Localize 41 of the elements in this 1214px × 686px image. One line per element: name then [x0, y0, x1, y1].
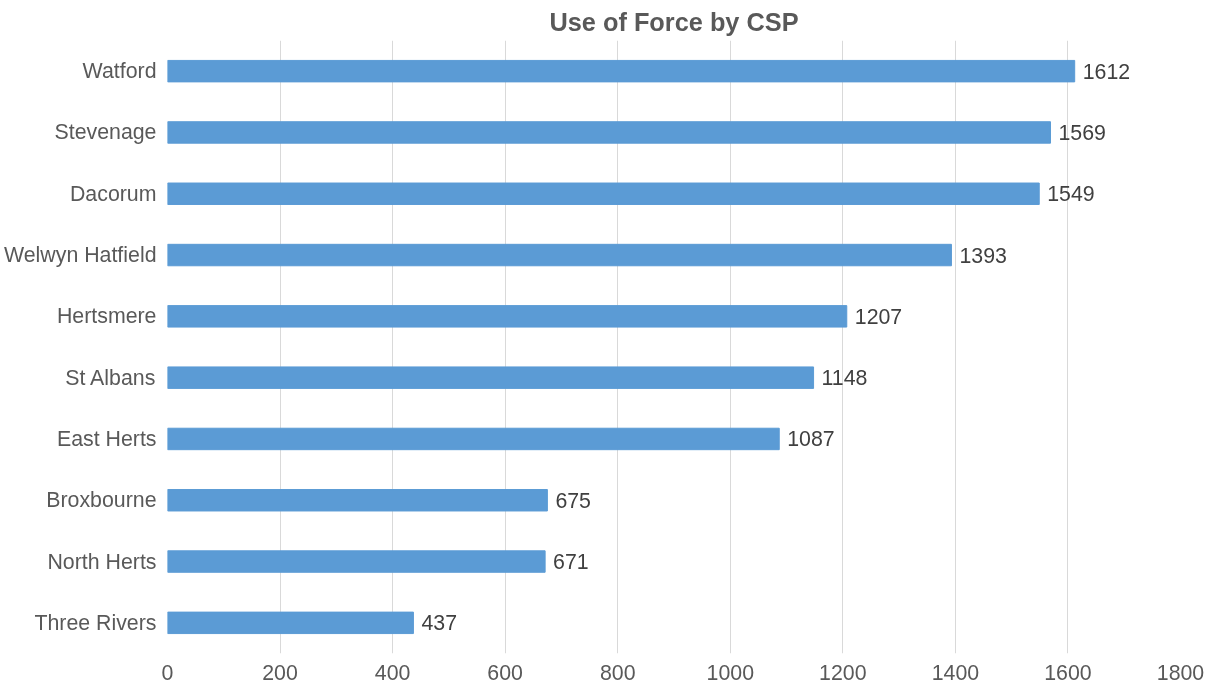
bar — [167, 366, 815, 389]
x-tick-label: 1600 — [1044, 660, 1092, 685]
y-tick-label: Dacorum — [69, 181, 157, 206]
y-tick-label: Stevenage — [54, 120, 157, 145]
x-tick-label: 1000 — [706, 660, 755, 685]
x-tick-label: 200 — [262, 660, 298, 685]
y-tick-label: Broxbourne — [46, 488, 157, 513]
data-label: 1549 — [1047, 182, 1095, 207]
data-label: 671 — [553, 550, 589, 575]
x-tick-label: 1800 — [1156, 660, 1205, 685]
y-tick-label: Welwyn Hatfield — [3, 243, 157, 268]
chart-title: Use of Force by CSP — [549, 7, 799, 36]
bar — [167, 489, 548, 512]
bar — [167, 121, 1051, 144]
y-tick-label: St Albans — [65, 365, 156, 390]
data-label: 437 — [421, 611, 458, 636]
x-tick-label: 800 — [599, 660, 636, 685]
data-label: 1612 — [1082, 59, 1131, 84]
bar — [167, 550, 546, 573]
bar — [167, 611, 414, 635]
x-tick-label: 0 — [161, 660, 174, 685]
y-tick-label: Hertsmere — [56, 304, 157, 329]
y-tick-label: Three Rivers — [34, 610, 157, 635]
data-label: 1087 — [787, 427, 835, 452]
bar — [167, 305, 848, 328]
x-tick-label: 1400 — [931, 660, 980, 685]
x-tick-label: 400 — [374, 660, 411, 685]
data-label: 1148 — [821, 366, 868, 391]
bar — [167, 59, 1076, 83]
y-tick-label: Watford — [82, 59, 157, 84]
data-label: 1393 — [959, 243, 1007, 268]
data-label: 1207 — [854, 304, 903, 329]
x-tick-label: 600 — [487, 660, 524, 685]
bar — [167, 243, 952, 267]
bar — [167, 182, 1040, 205]
x-tick-label: 1200 — [819, 660, 867, 685]
y-tick-label: North Herts — [47, 549, 157, 574]
data-label: 675 — [555, 488, 591, 513]
bar — [167, 427, 780, 451]
data-label: 1569 — [1058, 120, 1106, 145]
y-tick-label: East Herts — [56, 426, 157, 451]
